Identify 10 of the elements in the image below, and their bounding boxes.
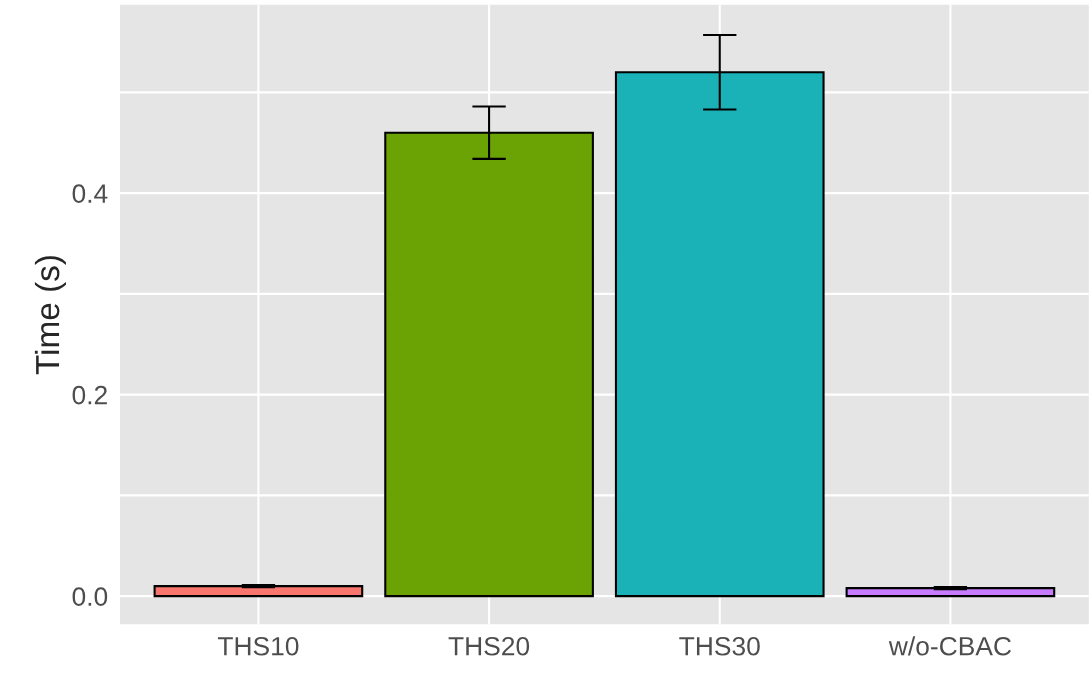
x-tick-label: THS30 (679, 636, 760, 656)
bar (845, 587, 1056, 598)
x-tick-label: THS20 (448, 636, 530, 656)
y-tick-label: 0.2 (72, 385, 107, 405)
x-tick-label: w/o-CBAC (888, 636, 1011, 656)
y-tick-label: 0.4 (72, 184, 108, 203)
y-tick-label: 0.0 (72, 587, 108, 606)
bar (153, 585, 364, 598)
x-tick-label: THS10 (217, 636, 299, 656)
y-axis-title: Time (s) (34, 256, 66, 375)
